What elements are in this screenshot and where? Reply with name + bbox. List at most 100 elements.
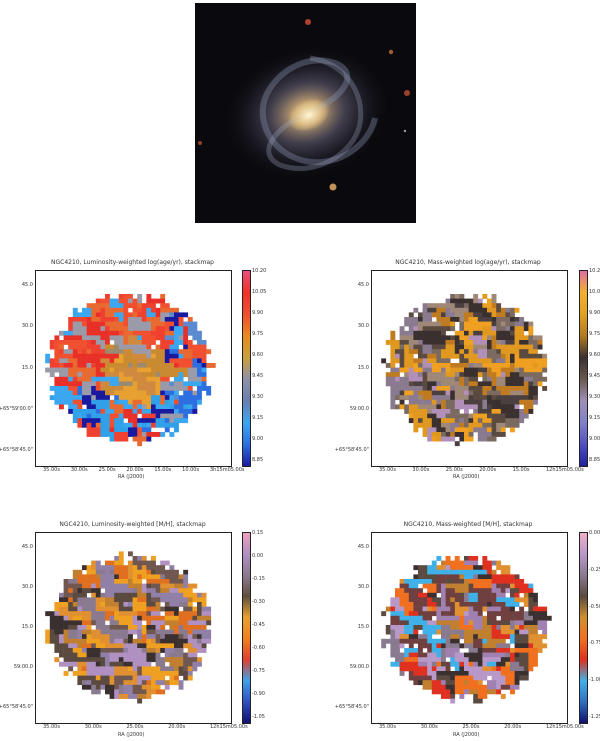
map-pixel xyxy=(464,620,469,626)
map-pixel xyxy=(505,312,511,318)
map-pixel xyxy=(459,372,465,378)
map-pixel xyxy=(473,588,479,594)
map-pixel xyxy=(174,427,179,433)
map-pixel xyxy=(487,602,492,607)
map-pixel xyxy=(72,418,78,424)
map-pixel xyxy=(468,399,474,405)
map-pixel xyxy=(454,638,460,644)
map-pixel xyxy=(123,376,129,382)
colorbar-tick-label: 8.85 xyxy=(589,457,600,463)
map-pixel xyxy=(86,413,92,419)
map-pixel xyxy=(422,363,428,368)
map-pixel xyxy=(109,418,115,424)
map-pixel xyxy=(77,386,83,391)
map-pixel xyxy=(418,422,423,428)
map-pixel xyxy=(505,358,511,364)
map-pixel xyxy=(523,340,529,345)
map-pixel xyxy=(192,321,198,327)
map-pixel xyxy=(137,399,143,405)
map-pixel xyxy=(390,606,396,612)
map-pixel xyxy=(63,372,69,378)
map-pixel xyxy=(68,390,74,396)
map-pixel xyxy=(482,326,488,332)
map-pixel xyxy=(49,620,55,626)
map-pixel xyxy=(100,648,106,653)
map-pixel xyxy=(174,583,179,589)
map-pixel xyxy=(77,418,83,424)
map-pixel xyxy=(86,303,92,309)
map-pixel xyxy=(174,363,179,368)
map-pixel xyxy=(413,349,419,355)
map-pixel xyxy=(473,312,479,318)
map-pixel xyxy=(390,349,396,355)
map-pixel xyxy=(468,436,474,442)
map-pixel xyxy=(445,583,451,589)
map-pixel xyxy=(468,422,474,428)
map-pixel xyxy=(118,353,124,359)
map-pixel xyxy=(436,556,442,561)
map-pixel xyxy=(422,399,428,405)
map-pixel xyxy=(491,615,497,621)
map-pixel xyxy=(68,353,74,359)
map-pixel xyxy=(436,652,442,658)
map-pixel xyxy=(183,643,189,649)
map-pixel xyxy=(178,321,184,327)
map-pixel xyxy=(454,556,460,561)
map-pixel xyxy=(123,671,129,676)
map-pixel xyxy=(164,381,170,387)
map-pixel xyxy=(450,381,456,387)
map-pixel xyxy=(105,648,110,653)
map-pixel xyxy=(450,409,456,414)
map-pixel xyxy=(63,597,69,603)
map-pixel xyxy=(413,597,419,603)
map-pixel xyxy=(105,432,110,437)
map-pixel xyxy=(500,418,506,424)
map-pixel xyxy=(510,597,515,603)
map-pixel xyxy=(431,643,437,649)
map-pixel xyxy=(441,340,446,345)
map-pixel xyxy=(395,353,400,359)
map-pixel xyxy=(77,652,83,658)
map-pixel xyxy=(137,372,143,378)
map-pixel xyxy=(441,344,446,350)
map-pixel xyxy=(441,661,446,667)
map-pixel xyxy=(431,592,437,598)
map-pixel xyxy=(109,569,115,575)
map-pixel xyxy=(533,629,538,635)
map-pixel xyxy=(491,399,497,405)
map-pixel xyxy=(141,386,147,391)
y-tick-label: +65°59'00.0" xyxy=(0,405,33,412)
map-pixel xyxy=(118,565,124,571)
map-pixel xyxy=(82,638,87,644)
map-pixel xyxy=(441,629,446,635)
map-pixel xyxy=(137,376,143,382)
x-axis-label: RA (J2000) xyxy=(453,474,480,480)
map-pixel xyxy=(160,418,166,424)
map-pixel xyxy=(473,689,479,695)
map-pixel xyxy=(404,330,410,336)
map-pixel xyxy=(427,317,433,322)
map-pixel xyxy=(408,367,414,373)
map-pixel xyxy=(404,390,410,396)
map-pixel xyxy=(137,643,143,649)
map-pixel xyxy=(441,349,446,355)
x-tick-label: 25.00s xyxy=(462,724,480,730)
map-pixel xyxy=(100,657,106,663)
map-pixel xyxy=(174,349,179,355)
map-pixel xyxy=(445,661,451,667)
map-pixel xyxy=(441,606,446,612)
map-pixel xyxy=(514,583,520,589)
map-pixel xyxy=(132,340,138,345)
map-pixel xyxy=(118,666,124,672)
map-pixel xyxy=(201,625,207,630)
map-pixel xyxy=(422,629,428,635)
map-pixel xyxy=(155,634,161,640)
map-pixel xyxy=(86,597,92,603)
map-pixel xyxy=(95,317,101,322)
map-pixel xyxy=(137,588,143,594)
map-pixel xyxy=(422,634,428,640)
map-pixel xyxy=(105,675,110,681)
map-pixel xyxy=(477,303,483,309)
map-pixel xyxy=(454,349,460,355)
map-pixel xyxy=(91,395,97,401)
